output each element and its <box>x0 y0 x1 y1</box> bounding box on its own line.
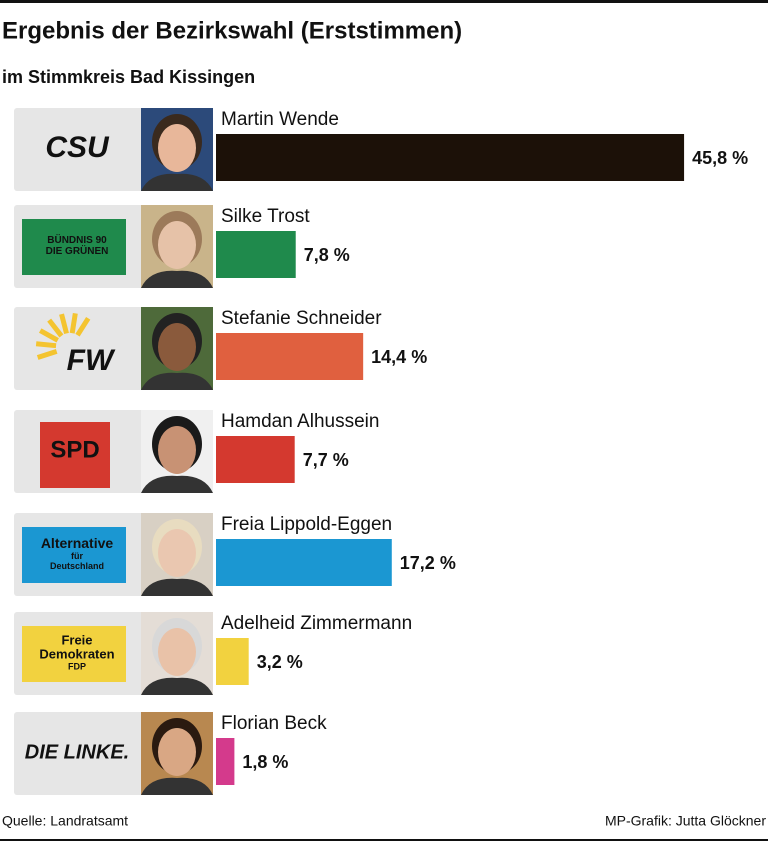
candidate-row: FW Stefanie Schneider 14,4 % <box>14 307 427 390</box>
logo-ray <box>35 341 57 349</box>
party-logo-text: DIE LINKE. <box>25 741 129 763</box>
bar <box>216 638 249 685</box>
bottom-rule <box>0 839 768 841</box>
candidate-name: Silke Trost <box>221 206 310 227</box>
party-logo-text: Freie <box>61 632 92 647</box>
logo-ray <box>59 313 69 335</box>
source: Quelle: Landratsamt <box>2 813 128 829</box>
chart-title: Ergebnis der Bezirkswahl (Erststimmen) <box>2 17 462 44</box>
logo-box <box>22 219 126 275</box>
bar <box>216 738 235 785</box>
photo-shoulders <box>141 372 213 390</box>
logo-box <box>40 422 110 488</box>
photo-shoulders <box>141 270 213 288</box>
logo-ray <box>75 316 91 337</box>
value-label: 1,8 % <box>242 752 288 772</box>
bar <box>216 134 685 181</box>
party-logo-text: Alternative <box>41 535 114 551</box>
candidate-name: Adelheid Zimmermann <box>221 613 412 634</box>
value-label: 45,8 % <box>692 148 748 168</box>
photo-face <box>158 529 196 577</box>
candidate-name: Martin Wende <box>221 109 339 130</box>
value-label: 3,2 % <box>257 652 303 672</box>
logo-ray <box>39 328 59 343</box>
candidate-name: Hamdan Alhussein <box>221 411 379 432</box>
candidate-name: Freia Lippold-Eggen <box>221 514 392 535</box>
photo-shoulders <box>141 173 213 191</box>
chart-subtitle: im Stimmkreis Bad Kissingen <box>2 67 255 87</box>
photo-face <box>158 221 196 269</box>
candidate-name: Stefanie Schneider <box>221 308 382 329</box>
party-logo-text: CSU <box>45 131 110 164</box>
top-rule <box>0 0 768 3</box>
party-logo-text: FDP <box>68 662 86 672</box>
party-logo-text: BÜNDNIS 90 <box>47 233 107 246</box>
value-label: 17,2 % <box>400 553 456 573</box>
bar <box>216 333 364 380</box>
candidate-name: Florian Beck <box>221 713 327 734</box>
value-label: 14,4 % <box>371 347 427 367</box>
photo-face <box>158 728 196 776</box>
bar <box>216 436 295 483</box>
value-label: 7,7 % <box>303 450 349 470</box>
photo-shoulders <box>141 578 213 596</box>
photo-face <box>158 628 196 676</box>
party-logo-text: SPD <box>50 436 99 463</box>
logo-ray <box>36 348 58 360</box>
photo-shoulders <box>141 475 213 493</box>
party-logo-text: für <box>71 551 83 561</box>
photo-face <box>158 323 196 371</box>
logo-ray <box>69 313 78 334</box>
photo-shoulders <box>141 677 213 695</box>
logo-ray <box>47 318 64 338</box>
photo-face <box>158 426 196 474</box>
photo-shoulders <box>141 777 213 795</box>
bar <box>216 231 296 278</box>
party-logo-text: FW <box>67 344 116 377</box>
credit: MP-Grafik: Jutta Glöckner <box>605 813 766 829</box>
photo-face <box>158 124 196 172</box>
party-logo-text: Demokraten <box>39 647 114 662</box>
value-label: 7,8 % <box>304 245 350 265</box>
candidate-row: CSU Martin Wende 45,8 % <box>14 108 748 191</box>
logo-box <box>22 527 126 583</box>
party-logo-text: DIE GRÜNEN <box>46 244 109 257</box>
candidate-row: SPD Hamdan Alhussein 7,7 % <box>14 410 379 493</box>
candidate-row: DIE LINKE. Florian Beck 1,8 % <box>14 712 327 795</box>
party-logo-text: Deutschland <box>50 561 104 571</box>
logo-box <box>22 626 126 682</box>
bar <box>216 539 392 586</box>
